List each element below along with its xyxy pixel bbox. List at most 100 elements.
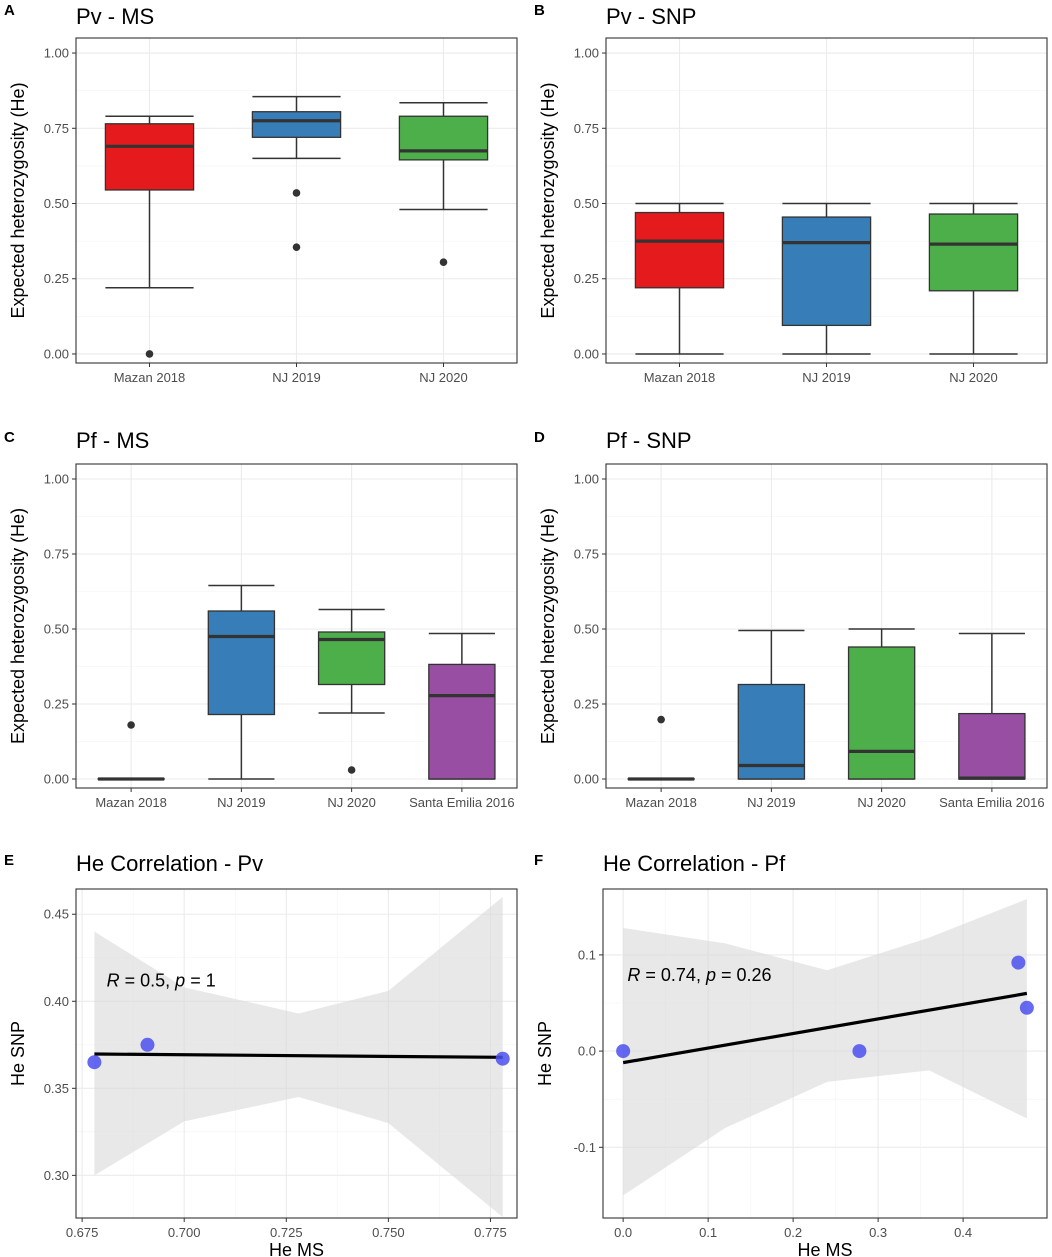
panel-border: [75, 888, 518, 1219]
panel-title: Pv - SNP: [606, 4, 696, 29]
box-mazan-2018: [634, 202, 725, 355]
x-tick-label: 0.725: [270, 1225, 303, 1240]
y-tick-label: 1.00: [44, 46, 69, 61]
box-nj-2020: [928, 202, 1019, 355]
correlation-annotation: R = 0.74, p = 0.26: [627, 965, 771, 985]
panel-f: F He Correlation - Pf R = 0.74, p = 0.26 -0…: [534, 851, 1048, 1257]
y-tick-label: -0.1: [574, 1140, 596, 1155]
outlier-point: [292, 189, 301, 197]
x-tick-label: 0.2: [784, 1225, 802, 1240]
panel-letter: A: [4, 2, 15, 19]
box-iqr: [428, 663, 496, 780]
y-tick-label: 0.45: [44, 907, 69, 922]
y-tick-label: 0.75: [44, 121, 69, 136]
data-point: [852, 1044, 867, 1059]
y-tick-label: 0.40: [44, 994, 69, 1009]
y-tick-label: 0.25: [574, 271, 599, 286]
data-point: [140, 1037, 155, 1052]
data-point: [495, 1051, 510, 1066]
box-santa-emilia-2016: [958, 632, 1026, 780]
box-iqr: [251, 111, 342, 138]
y-tick-label: 0.00: [574, 772, 599, 787]
box-nj-2019: [251, 95, 342, 251]
panel-title: Pf - SNP: [606, 428, 692, 453]
data-point: [616, 1044, 631, 1059]
r-value: = 0.74,: [640, 965, 706, 985]
panel-letter: E: [4, 852, 14, 869]
panel-letter: B: [534, 2, 545, 19]
y-tick-label: 0.50: [44, 622, 69, 637]
outlier-point: [347, 766, 356, 774]
outlier-point: [657, 715, 665, 724]
y-axis-label: He SNP: [535, 1021, 555, 1086]
box-mazan-2018: [104, 115, 195, 358]
box-iqr: [207, 610, 276, 716]
x-axis-label: He MS: [269, 1240, 324, 1257]
box-iqr: [847, 646, 916, 780]
x-tick-label: NJ 2020: [419, 370, 467, 385]
panel-letter: F: [534, 852, 543, 869]
y-tick-label: 0.25: [44, 271, 69, 286]
p-symbol: p: [174, 970, 185, 990]
x-tick-label: Mazan 2018: [95, 795, 167, 810]
y-tick-label: 0.75: [574, 121, 599, 136]
x-tick-label: NJ 2020: [857, 795, 905, 810]
x-tick-label: NJ 2019: [272, 370, 320, 385]
box-nj-2019: [207, 584, 276, 780]
box-iqr: [634, 211, 725, 289]
outlier-point: [127, 721, 135, 729]
box-iqr: [737, 683, 806, 780]
x-tick-label: NJ 2019: [747, 795, 795, 810]
x-tick-label: 0.675: [66, 1225, 99, 1240]
y-tick-label: 0.30: [44, 1168, 69, 1183]
y-tick-label: 0.0: [578, 1044, 596, 1059]
x-tick-label: 0.4: [954, 1225, 972, 1240]
panel-title: He Correlation - Pv: [76, 851, 263, 876]
panel-e: E He Correlation - Pv R = 0.5, p = 1 0.30 0.…: [4, 851, 518, 1257]
panel-border: [602, 888, 1048, 1219]
y-tick-label: 0.25: [574, 697, 599, 712]
y-tick-label: 1.00: [574, 472, 599, 487]
y-tick-label: 1.00: [44, 472, 69, 487]
y-tick-label: 0.00: [574, 346, 599, 361]
y-tick-label: 1.00: [574, 46, 599, 61]
r-value: = 0.5,: [120, 970, 176, 990]
y-tick-label: 0.50: [574, 196, 599, 211]
panel-b: B Pv - SNP 0.00 0.25 0.50 0.75 1.00 Mazan 2018 N…: [534, 2, 1048, 385]
outlier-point: [145, 350, 154, 358]
x-tick-label: NJ 2019: [802, 370, 850, 385]
panel-d: D Pf - SNP 0.00 0.25 0.50 0.75 1.00 Mazan 2018 N…: [534, 428, 1048, 810]
box-iqr: [398, 115, 489, 161]
box-nj-2020: [398, 101, 489, 266]
x-tick-label: 0.750: [372, 1225, 405, 1240]
box-iqr: [104, 123, 195, 191]
box-iqr: [928, 213, 1019, 292]
y-axis-label: Expected heterozygosity (He): [8, 82, 28, 318]
x-tick-label: Santa Emilia 2016: [939, 795, 1045, 810]
x-tick-label: NJ 2019: [217, 795, 265, 810]
y-tick-label: 0.1: [578, 947, 596, 962]
y-tick-label: 0.75: [44, 547, 69, 562]
p-value: = 1: [185, 970, 216, 990]
x-tick-label: 0.3: [869, 1225, 887, 1240]
y-axis-label: He SNP: [8, 1021, 28, 1086]
p-symbol: p: [705, 965, 716, 985]
p-value: = 0.26: [716, 965, 772, 985]
correlation-annotation: R = 0.5, p = 1: [107, 970, 216, 990]
box-nj-2019: [737, 629, 806, 780]
box-nj-2020: [317, 608, 386, 774]
box-santa-emilia-2016: [428, 632, 496, 780]
y-tick-label: 0.50: [574, 622, 599, 637]
y-tick-label: 0.35: [44, 1081, 69, 1096]
panel-title: Pf - MS: [76, 428, 149, 453]
x-axis-label: He MS: [797, 1240, 852, 1257]
box-iqr: [958, 712, 1026, 780]
y-tick-label: 0.00: [44, 346, 69, 361]
y-axis-label: Expected heterozygosity (He): [8, 508, 28, 744]
regression-line: [94, 1052, 503, 1059]
y-axis-label: Expected heterozygosity (He): [538, 82, 558, 318]
x-tick-label: 0.775: [474, 1225, 507, 1240]
box-nj-2019: [781, 202, 872, 355]
panel-c: C Pf - MS 0.00 0.25 0.50 0.75 1.00 Mazan 2018 NJ…: [4, 428, 518, 810]
x-tick-label: Mazan 2018: [114, 370, 186, 385]
